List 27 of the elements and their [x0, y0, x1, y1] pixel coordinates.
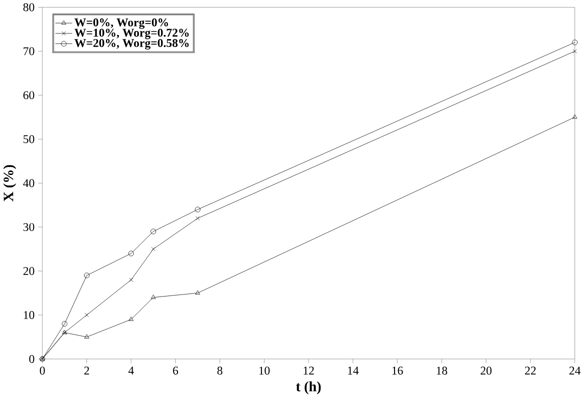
- x-tick-label: 22: [525, 366, 536, 375]
- x-tick-label: 10: [259, 366, 270, 375]
- x-tick-label: 14: [348, 366, 359, 375]
- x-tick-label: 2: [84, 366, 90, 375]
- y-tick-label: 70: [24, 47, 34, 56]
- x-tick-label: 8: [217, 366, 222, 375]
- x-axis-title: t (h): [296, 382, 321, 394]
- x-tick-label: 24: [569, 366, 581, 375]
- y-tick-label: 80: [23, 4, 34, 12]
- y-tick-label: 10: [24, 311, 34, 320]
- x-tick-label: 6: [173, 366, 178, 375]
- x-tick-label: 20: [480, 366, 492, 375]
- y-axis-title: X (%): [3, 165, 16, 202]
- y-tick-label: 40: [23, 179, 34, 188]
- x-tick-label: 18: [436, 366, 448, 375]
- y-tick-label: 60: [23, 91, 34, 100]
- x-tick-label: 0: [40, 366, 45, 375]
- y-tick-label: 50: [24, 135, 34, 144]
- y-tick-label: 30: [23, 223, 34, 232]
- legend-label: W=20%, Worg=0.58%: [74, 39, 189, 50]
- x-tick-label: 12: [304, 366, 314, 375]
- y-tick-label: 0: [29, 355, 34, 364]
- legend-label: W=10%, Worg=0.72%: [74, 28, 189, 40]
- x-tick-label: 4: [128, 366, 134, 375]
- x-tick-label: 16: [392, 366, 403, 375]
- legend-label: W=0%, Worg=0%: [74, 18, 168, 30]
- y-tick-label: 20: [23, 267, 34, 276]
